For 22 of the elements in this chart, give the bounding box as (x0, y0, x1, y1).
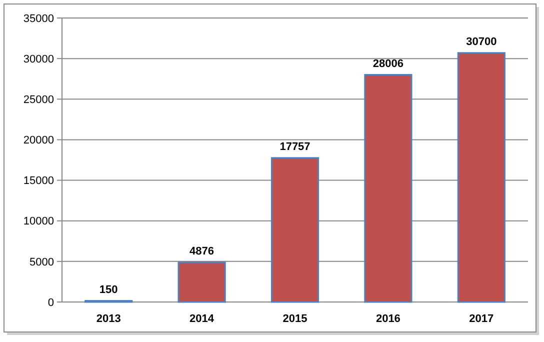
y-tick-label: 5000 (30, 256, 54, 268)
y-tick-label: 35000 (23, 12, 54, 25)
y-tick-label: 0 (48, 296, 54, 309)
x-tick-label: 2015 (282, 313, 308, 325)
x-tick-label: 2016 (376, 313, 400, 325)
y-tick-label: 10000 (23, 216, 54, 228)
bar (178, 262, 226, 303)
bar (364, 74, 412, 303)
x-tick-label: 2017 (469, 313, 494, 325)
data-label: 150 (99, 284, 118, 296)
data-label: 4876 (190, 245, 214, 258)
data-label: 17757 (280, 140, 310, 153)
x-tick-label: 2014 (190, 313, 215, 325)
data-label: 28006 (372, 58, 404, 70)
y-tick-label: 25000 (23, 94, 54, 106)
bar (457, 52, 506, 303)
y-tick-label: 30000 (23, 53, 54, 66)
x-tick-label: 2013 (96, 313, 121, 325)
data-label: 30700 (466, 36, 497, 48)
bar (270, 157, 320, 303)
y-tick-label: 15000 (23, 175, 54, 188)
y-tick-label: 20000 (23, 134, 54, 147)
